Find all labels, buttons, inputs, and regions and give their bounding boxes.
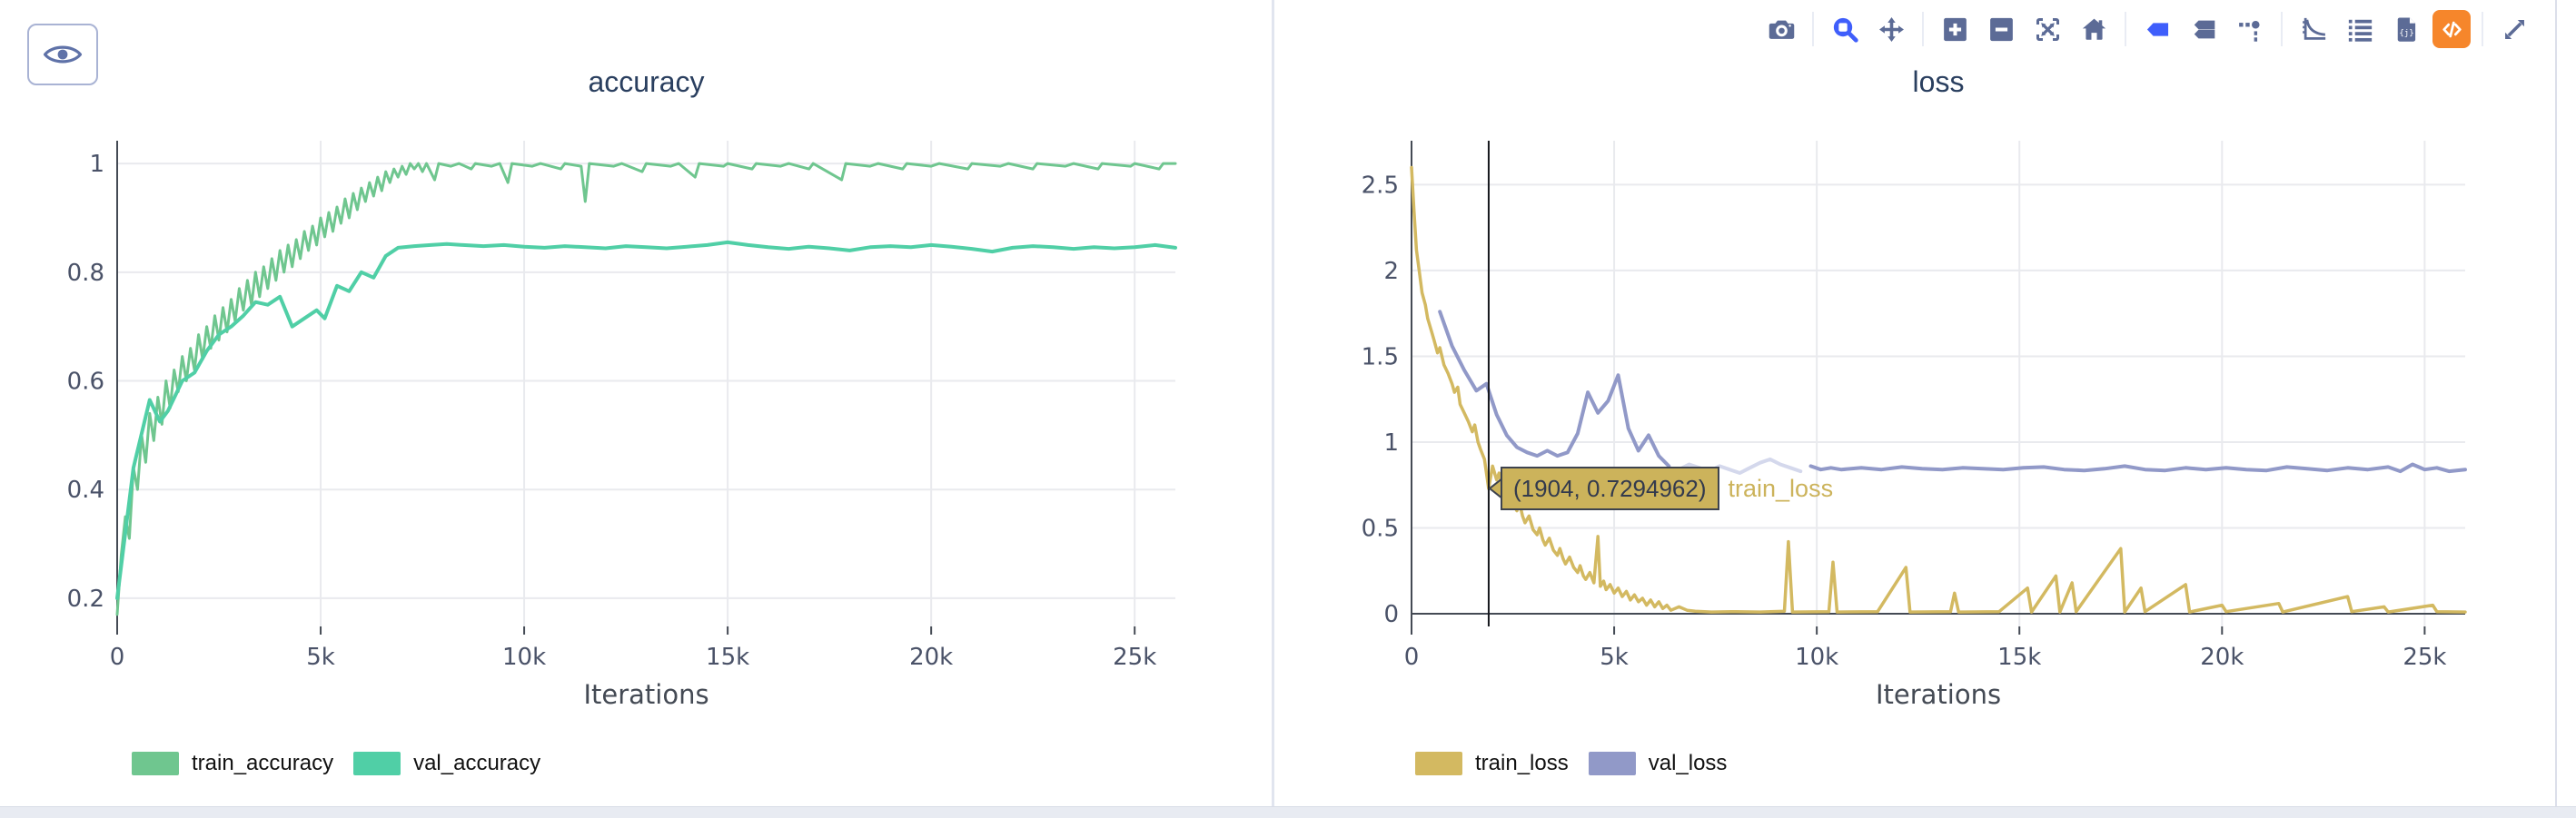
hover-closest-icon <box>2146 22 2168 36</box>
spikelines-icon <box>2238 20 2260 42</box>
box-zoom-icon <box>1833 17 1858 43</box>
tooltip-arrow-icon <box>1489 478 1502 499</box>
page-background-strip <box>0 806 2576 818</box>
hover-compare-button[interactable] <box>2184 9 2224 49</box>
train-accuracy-swatch <box>132 752 179 775</box>
expand-button[interactable] <box>2494 9 2534 49</box>
hover-tooltip: (1904, 0.7294962) train_loss <box>1489 467 1833 510</box>
zoom-in-button[interactable] <box>1935 9 1975 49</box>
panel-right-border <box>2555 0 2557 806</box>
val-accuracy-swatch <box>353 752 401 775</box>
toolbar-separator <box>2482 12 2483 46</box>
list-icon <box>2348 19 2372 42</box>
scale-curve-button[interactable] <box>2294 9 2333 49</box>
pan-icon <box>1878 16 1904 42</box>
plot-toolbar: {j} <box>1761 7 2534 51</box>
toolbar-separator <box>1922 12 1924 46</box>
box-zoom-button[interactable] <box>1825 9 1865 49</box>
val-loss-swatch <box>1588 752 1636 775</box>
legend-label: val_loss <box>1648 751 1728 775</box>
reset-axes-button[interactable] <box>2074 9 2114 49</box>
legend-item-train-loss[interactable]: train_loss <box>1415 751 1569 776</box>
accuracy-legend: train_accuracy val_accuracy <box>132 751 540 776</box>
zoom-in-icon <box>1943 17 1967 41</box>
legend-label: val_accuracy <box>413 751 541 775</box>
tooltip-value: (1904, 0.7294962) <box>1501 467 1719 510</box>
zoom-out-button[interactable] <box>1981 9 2021 49</box>
download-json-button[interactable]: {j} <box>2386 9 2426 49</box>
json-file-icon: {j} <box>2397 16 2415 42</box>
spikelines-button[interactable] <box>2230 9 2270 49</box>
autoscale-icon <box>2036 17 2059 41</box>
toolbar-separator <box>2125 12 2126 46</box>
eye-icon <box>43 45 83 64</box>
scale-curve-icon <box>2302 17 2325 40</box>
visibility-toggle-button[interactable] <box>27 24 98 85</box>
pan-button[interactable] <box>1871 9 1911 49</box>
legend-list-button[interactable] <box>2340 9 2380 49</box>
accuracy-chart-title: accuracy <box>588 65 705 98</box>
autoscale-button[interactable] <box>2027 9 2067 49</box>
legend-item-train-accuracy[interactable]: train_accuracy <box>132 751 333 776</box>
legend-item-val-loss[interactable]: val_loss <box>1588 751 1728 776</box>
home-icon <box>2082 18 2105 40</box>
train-loss-swatch <box>1415 752 1462 775</box>
loss-x-axis-title: Iterations <box>1875 679 2002 710</box>
panel-divider <box>1272 0 1274 806</box>
legend-item-val-accuracy[interactable]: val_accuracy <box>353 751 540 776</box>
loss-legend: train_loss val_loss <box>1415 751 1727 776</box>
legend-label: train_loss <box>1475 751 1569 775</box>
zoom-out-icon <box>1989 17 2013 41</box>
tooltip-trace-name: train_loss <box>1728 474 1834 502</box>
camera-button[interactable] <box>1761 9 1801 49</box>
hover-compare-icon <box>2194 20 2214 38</box>
legend-label: train_accuracy <box>192 751 334 775</box>
svg-text:{j}: {j} <box>2399 28 2413 37</box>
camera-icon <box>1769 20 1794 39</box>
loss-chart-title: loss <box>1912 65 1965 98</box>
toolbar-separator <box>2281 12 2283 46</box>
expand-icon <box>2504 19 2524 39</box>
toolbar-separator <box>1812 12 1814 46</box>
hover-closest-button[interactable] <box>2137 9 2177 49</box>
code-icon <box>2442 21 2462 37</box>
accuracy-x-axis-title: Iterations <box>583 679 709 710</box>
embed-code-button[interactable] <box>2432 10 2471 48</box>
